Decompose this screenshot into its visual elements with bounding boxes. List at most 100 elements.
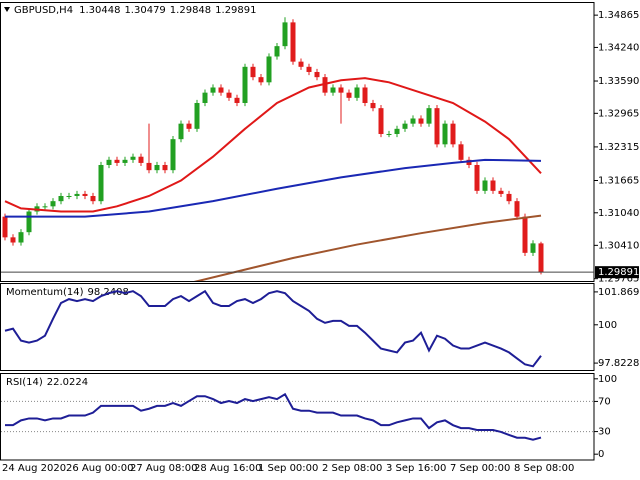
indicator-name: RSI(14): [6, 377, 43, 388]
x-tick-label: 2 Sep 08:00: [322, 463, 382, 474]
y-tick-label: 1.34240: [598, 42, 639, 53]
candle-body: [106, 159, 112, 165]
x-tick-label: 1 Sep 00:00: [258, 463, 318, 474]
candle-body: [530, 243, 536, 253]
candle-body: [82, 193, 88, 196]
candle-body: [474, 164, 480, 191]
candle-body: [506, 193, 512, 202]
y-tick-label: 100: [598, 374, 617, 385]
x-tick-label: 7 Sep 00:00: [450, 463, 510, 474]
y-tick-label: 101.8698: [598, 287, 640, 298]
candle-body: [122, 159, 128, 163]
candle-body: [466, 159, 472, 165]
candle-body: [242, 66, 248, 103]
candle-body: [418, 118, 424, 124]
y-tick-label: 70: [598, 396, 611, 407]
rsi-frame: [0, 373, 595, 461]
plot-area: [4, 289, 542, 368]
candle-body: [282, 22, 288, 47]
candle-body: [154, 164, 160, 171]
low: 1.29848: [170, 5, 211, 16]
candle-body: [274, 46, 280, 57]
candle-body: [322, 77, 328, 93]
candle-body: [538, 243, 544, 273]
indicator-value: 22.0224: [47, 377, 88, 388]
current-price-label: 1.29891: [598, 267, 639, 278]
symbol: GBPUSD,H4: [14, 5, 73, 16]
candle-body: [74, 193, 80, 196]
candle-body: [42, 206, 48, 208]
candle-body: [338, 87, 344, 93]
candle-body: [514, 201, 520, 217]
candle-body: [186, 123, 192, 129]
y-tick-label: 97.8228: [598, 358, 639, 369]
candle-body: [194, 102, 200, 129]
candle-body: [2, 216, 8, 238]
candle-body: [66, 195, 72, 197]
y-tick-label: 1.33590: [598, 76, 639, 87]
candle-body: [498, 190, 504, 194]
candle-body: [138, 156, 144, 163]
candle-body: [50, 201, 56, 207]
candle-body: [90, 195, 96, 202]
candle-body: [218, 87, 224, 93]
y-tick-label: 1.31040: [598, 208, 639, 219]
candle-body: [210, 87, 216, 93]
candle-body: [130, 156, 136, 160]
x-tick-label: 28 Aug 16:00: [194, 463, 261, 474]
y-tick-label: 1.34865: [598, 10, 639, 21]
candle-body: [170, 139, 176, 171]
moving-average: [4, 77, 542, 213]
candle-body: [146, 162, 152, 171]
indicator-line: [4, 289, 542, 368]
y-tick-label: 1.32315: [598, 142, 639, 153]
plot-area: [2, 17, 544, 281]
candle-body: [290, 22, 296, 62]
menu-triangle: [4, 7, 10, 12]
candle-body: [378, 108, 384, 134]
candle-body: [162, 164, 168, 171]
candle-body: [298, 61, 304, 67]
candle-body: [402, 123, 408, 129]
candle-body: [58, 195, 64, 202]
candle-body: [226, 92, 232, 98]
candle-body: [26, 211, 32, 233]
current-price-box: [595, 266, 639, 279]
y-tick-label: 30: [598, 427, 611, 438]
candle-body: [442, 123, 448, 145]
x-tick-label: 24 Aug 2020: [2, 463, 66, 474]
y-tick-label: 0: [598, 449, 604, 460]
x-tick-label: 8 Sep 08:00: [514, 463, 574, 474]
y-tick-label: 1.30410: [598, 240, 639, 251]
candle-body: [346, 92, 352, 98]
candle-body: [386, 133, 392, 135]
candle-body: [410, 118, 416, 124]
moving-average: [193, 214, 542, 281]
close: 1.29891: [215, 5, 256, 16]
open: 1.30448: [79, 5, 120, 16]
main-frame: [0, 2, 595, 282]
y-tick-label: 1.32965: [598, 108, 639, 119]
high: 1.30479: [124, 5, 165, 16]
candle-body: [394, 128, 400, 134]
momentum-frame: [0, 283, 595, 371]
y-tick-label: 100: [598, 320, 617, 331]
candle-body: [266, 56, 272, 83]
candle-body: [202, 92, 208, 103]
candle-body: [450, 123, 456, 145]
candle-body: [178, 123, 184, 140]
candle-body: [362, 87, 368, 103]
candle-body: [434, 108, 440, 145]
candle-body: [354, 87, 360, 98]
candle-body: [490, 180, 496, 191]
x-tick-label: 26 Aug 00:00: [66, 463, 133, 474]
candle-body: [426, 108, 432, 124]
y-tick-label: 1.31665: [598, 175, 639, 186]
candle-body: [306, 66, 312, 72]
x-tick-label: 3 Sep 16:00: [386, 463, 446, 474]
plot-area: [1, 392, 594, 441]
indicator-line: [5, 392, 542, 441]
candle-body: [234, 97, 240, 103]
